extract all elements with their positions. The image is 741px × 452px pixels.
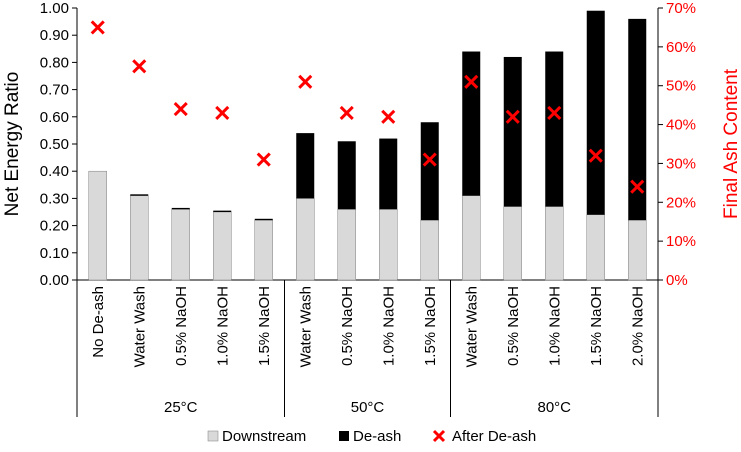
bar-de-ash xyxy=(337,141,356,210)
y-tick-label: 1.00 xyxy=(40,0,69,17)
bar-downstream xyxy=(130,195,149,281)
marker-after-de-ash xyxy=(547,105,562,120)
y-axis-title: Net Energy Ratio xyxy=(2,72,23,217)
marker-after-de-ash xyxy=(173,101,188,117)
x-category-label: 0.5% NaOH xyxy=(339,286,356,366)
bar-de-ash xyxy=(379,138,398,210)
bar-downstream xyxy=(213,211,232,281)
x-category-label: Water Wash xyxy=(131,286,148,367)
marker-after-de-ash xyxy=(90,20,105,35)
marker-after-de-ash xyxy=(630,179,645,194)
marker-after-de-ash xyxy=(256,152,271,167)
y2-tick-label: 20% xyxy=(666,194,696,211)
y2-tick-label: 60% xyxy=(666,39,696,56)
bar-downstream xyxy=(296,198,315,281)
bar-downstream xyxy=(337,209,356,281)
x-category-label: 1.0% NaOH xyxy=(546,286,563,366)
legend-marker-after-de-ash xyxy=(432,429,446,443)
legend-swatch-de-ash xyxy=(339,431,349,441)
group-label: 50°C xyxy=(351,399,385,416)
y-tick-label: 0.50 xyxy=(40,136,69,153)
bar-de-ash xyxy=(254,218,273,221)
x-category-label: 0.5% NaOH xyxy=(173,286,190,366)
y-tick-label: 0.70 xyxy=(40,82,69,99)
bar-downstream xyxy=(420,219,439,281)
bar-downstream xyxy=(628,219,647,281)
y2-tick-label: 0% xyxy=(666,272,688,289)
marker-after-de-ash xyxy=(422,152,437,167)
y-tick-label: 0.40 xyxy=(40,163,69,180)
bar-downstream xyxy=(545,206,564,281)
bar-de-ash xyxy=(213,210,232,212)
x-category-label: 1.0% NaOH xyxy=(214,286,231,366)
bar-de-ash xyxy=(586,10,605,215)
bar-downstream xyxy=(503,206,522,281)
y-tick-label: 0.80 xyxy=(40,54,69,71)
y-tick-label: 0.90 xyxy=(40,27,69,44)
marker-after-de-ash xyxy=(381,109,396,124)
group-label: 25°C xyxy=(164,399,198,416)
bar-downstream xyxy=(88,170,107,281)
y-tick-label: 0.00 xyxy=(40,272,69,289)
x-category-label: 1.5% NaOH xyxy=(256,286,273,366)
legend-label-after-de-ash: After De-ash xyxy=(452,428,536,445)
bar-downstream xyxy=(586,214,605,281)
marker-after-de-ash xyxy=(588,148,603,163)
y2-tick-label: 30% xyxy=(666,155,696,172)
bar-downstream xyxy=(462,195,481,281)
bar-downstream xyxy=(171,209,190,281)
y-tick-label: 0.30 xyxy=(40,190,69,207)
bar-de-ash xyxy=(462,51,481,196)
x-category-label: 0.5% NaOH xyxy=(505,286,522,366)
x-category-label: 1.0% NaOH xyxy=(380,286,397,366)
bar-de-ash xyxy=(296,133,315,199)
marker-after-de-ash xyxy=(505,109,520,124)
legend-label-de-ash: De-ash xyxy=(353,428,401,445)
x-category-label: 1.5% NaOH xyxy=(588,286,605,366)
y2-axis-title: Final Ash Content xyxy=(721,68,741,219)
marker-after-de-ash xyxy=(339,105,354,120)
bar-de-ash xyxy=(545,51,564,207)
marker-after-de-ash xyxy=(215,105,230,120)
y-tick-label: 0.20 xyxy=(40,218,69,235)
marker-after-de-ash xyxy=(132,59,147,74)
y2-tick-label: 70% xyxy=(666,0,696,17)
marker-after-de-ash xyxy=(464,74,479,89)
bar-de-ash xyxy=(171,207,190,210)
x-category-label: Water Wash xyxy=(297,286,314,367)
x-category-label: No De-ash xyxy=(90,286,107,358)
legend-label-downstream: Downstream xyxy=(222,428,306,445)
x-category-label: 2.0% NaOH xyxy=(629,286,646,366)
x-category-label: Water Wash xyxy=(463,286,480,367)
y2-tick-label: 10% xyxy=(666,233,696,250)
y-tick-label: 0.60 xyxy=(40,109,69,126)
y2-tick-label: 40% xyxy=(666,117,696,134)
bar-downstream xyxy=(254,219,273,281)
x-category-label: 1.5% NaOH xyxy=(422,286,439,366)
marker-after-de-ash xyxy=(298,74,313,89)
bar-de-ash xyxy=(628,18,647,221)
y2-tick-label: 50% xyxy=(666,78,696,95)
y-tick-label: 0.10 xyxy=(40,245,69,262)
bar-de-ash xyxy=(420,122,439,221)
group-label: 80°C xyxy=(537,399,571,416)
bar-de-ash xyxy=(503,56,522,207)
bar-de-ash xyxy=(130,194,149,196)
legend-swatch-downstream xyxy=(207,430,219,442)
bar-downstream xyxy=(379,209,398,281)
